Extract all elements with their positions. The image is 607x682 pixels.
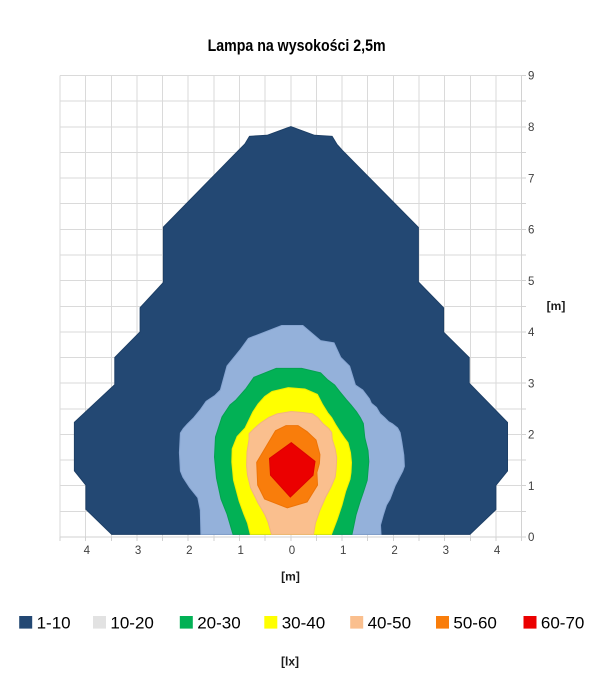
svg-text:1: 1 bbox=[237, 545, 243, 557]
svg-text:4: 4 bbox=[528, 327, 535, 339]
svg-text:2: 2 bbox=[186, 545, 192, 557]
svg-text:4: 4 bbox=[84, 545, 91, 557]
svg-text:3: 3 bbox=[443, 545, 449, 557]
svg-text:1: 1 bbox=[340, 545, 346, 557]
svg-text:1-10: 1-10 bbox=[37, 614, 71, 633]
svg-text:Lampa na wysokości 2,5m: Lampa na wysokości 2,5m bbox=[208, 36, 386, 55]
svg-text:[m]: [m] bbox=[281, 570, 300, 584]
svg-text:50-60: 50-60 bbox=[453, 614, 496, 633]
svg-text:0: 0 bbox=[289, 545, 295, 557]
svg-text:[m]: [m] bbox=[547, 299, 566, 313]
svg-text:8: 8 bbox=[528, 122, 534, 134]
svg-text:[lx]: [lx] bbox=[281, 655, 299, 669]
svg-text:30-40: 30-40 bbox=[282, 614, 325, 633]
svg-text:20-30: 20-30 bbox=[197, 614, 240, 633]
svg-text:9: 9 bbox=[528, 71, 534, 83]
svg-text:3: 3 bbox=[135, 545, 141, 557]
svg-text:10-20: 10-20 bbox=[110, 614, 153, 633]
svg-text:4: 4 bbox=[494, 545, 501, 557]
svg-text:7: 7 bbox=[528, 173, 534, 185]
svg-text:1: 1 bbox=[528, 481, 534, 493]
svg-text:2: 2 bbox=[391, 545, 397, 557]
svg-text:6: 6 bbox=[528, 225, 534, 237]
svg-text:0: 0 bbox=[528, 532, 534, 544]
svg-text:3: 3 bbox=[528, 378, 534, 390]
svg-text:40-50: 40-50 bbox=[368, 614, 411, 633]
svg-text:5: 5 bbox=[528, 276, 534, 288]
svg-text:60-70: 60-70 bbox=[541, 614, 584, 633]
svg-text:2: 2 bbox=[528, 430, 534, 442]
